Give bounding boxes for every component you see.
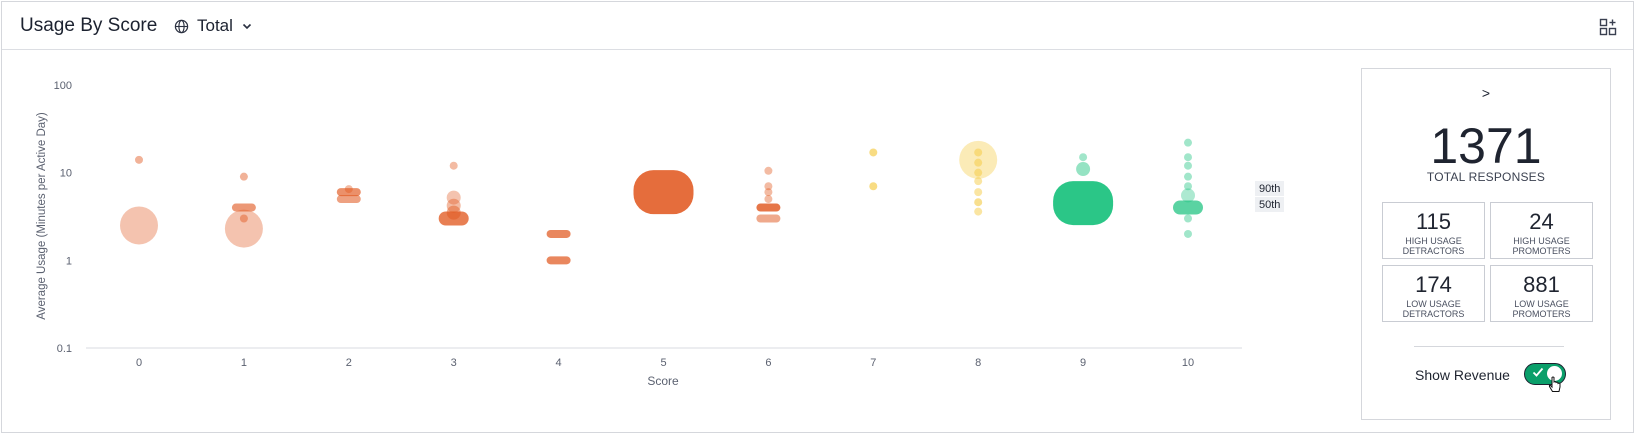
- data-bubble: [764, 182, 773, 191]
- show-revenue-toggle[interactable]: [1524, 363, 1566, 385]
- check-icon: [1532, 367, 1544, 377]
- data-bubble: [546, 256, 571, 265]
- x-tick-label: 0: [136, 357, 142, 369]
- data-bubble: [344, 185, 353, 194]
- x-tick-label: 3: [451, 357, 457, 369]
- expand-arrow[interactable]: >: [1481, 85, 1491, 101]
- data-bubble: [336, 188, 361, 197]
- data-bubble: [1184, 161, 1192, 170]
- show-revenue-label: Show Revenue: [1415, 367, 1510, 383]
- data-bubble: [974, 148, 983, 157]
- data-bubble: [869, 148, 878, 157]
- y-tick-label: 100: [54, 80, 72, 92]
- data-bubble: [1079, 153, 1088, 162]
- total-responses-value: 1371: [1430, 118, 1542, 174]
- stat-value: 174: [1415, 272, 1452, 297]
- toggle-knob: [1547, 366, 1562, 381]
- data-bubble: [974, 198, 983, 207]
- chart-area: 100 10 1 0.1 0 1 2 3 4 5 6 7 8 9 10 Score Average Usage …: [2, 50, 1302, 430]
- percentile-label-bg: [1255, 197, 1284, 212]
- summary-panel: > 1371 TOTAL RESPONSES 115 HIGH USAGE DE…: [1361, 68, 1611, 420]
- x-tick-label: 4: [556, 357, 562, 369]
- data-bubble: [974, 177, 983, 186]
- percentile-label-bg: [1255, 181, 1284, 196]
- data-bubble: [974, 188, 983, 197]
- data-bubble: [1076, 162, 1091, 177]
- stat-low-usage-detractors[interactable]: 174 LOW USAGE DETRACTORS: [1382, 265, 1485, 322]
- data-bubble: [633, 170, 694, 215]
- data-bubble: [438, 211, 469, 226]
- x-tick-label: 9: [1080, 357, 1086, 369]
- data-bubble: [446, 190, 461, 205]
- divider: [1414, 346, 1564, 347]
- data-bubble: [336, 195, 361, 204]
- x-tick-label: 7: [870, 357, 876, 369]
- data-bubble: [1053, 181, 1114, 226]
- y-tick-label: 1: [66, 255, 72, 267]
- data-bubble: [756, 214, 781, 223]
- data-bubble: [239, 172, 248, 181]
- data-bubble: [446, 205, 461, 220]
- total-responses-label: TOTAL RESPONSES: [1426, 170, 1546, 184]
- stat-high-usage-detractors[interactable]: 115 HIGH USAGE DETRACTORS: [1382, 202, 1485, 259]
- data-bubble: [231, 203, 256, 212]
- segment-selector[interactable]: Total: [174, 14, 253, 38]
- data-bubble: [1184, 153, 1192, 162]
- segment-selector-label: Total: [197, 16, 233, 35]
- data-bubble: [1184, 229, 1192, 238]
- data-bubble: [974, 207, 983, 216]
- data-bubble: [239, 214, 248, 223]
- data-bubble: [764, 166, 773, 175]
- stat-label: LOW USAGE PROMOTERS: [1512, 299, 1571, 319]
- x-axis-label: Score: [647, 374, 679, 388]
- x-tick-label: 8: [975, 357, 981, 369]
- stat-label: HIGH USAGE DETRACTORS: [1402, 236, 1465, 256]
- globe-icon: [174, 19, 189, 33]
- add-widget-icon[interactable]: [1599, 18, 1617, 36]
- data-bubble: [546, 229, 571, 238]
- data-bubble: [1184, 138, 1192, 147]
- data-bubble: [959, 140, 998, 179]
- pointer-cursor-icon: [1548, 376, 1561, 392]
- data-bubble: [974, 158, 983, 167]
- stat-label: LOW USAGE DETRACTORS: [1402, 299, 1465, 319]
- data-bubble: [135, 155, 143, 164]
- y-axis-label: Average Usage (Minutes per Active Day): [36, 112, 48, 320]
- data-bubble: [764, 195, 773, 204]
- x-tick-label: 1: [241, 357, 247, 369]
- stat-value: 881: [1523, 272, 1560, 297]
- x-tick-label: 5: [660, 357, 666, 369]
- data-bubble: [1173, 200, 1203, 215]
- stat-label: HIGH USAGE PROMOTERS: [1512, 236, 1571, 256]
- x-tick-label: 2: [346, 357, 352, 369]
- y-tick-label: 10: [60, 168, 72, 180]
- chevron-down-icon: [242, 23, 251, 30]
- data-bubble: [1184, 214, 1192, 223]
- y-tick-label: 0.1: [57, 343, 72, 355]
- data-bubble: [974, 168, 983, 177]
- data-bubble: [1184, 172, 1192, 181]
- percentile-label: 90th: [1259, 183, 1280, 195]
- x-tick-label: 6: [765, 357, 771, 369]
- data-bubble: [756, 203, 781, 212]
- data-bubble: [869, 182, 878, 191]
- stat-low-usage-promoters[interactable]: 881 LOW USAGE PROMOTERS: [1490, 265, 1593, 322]
- data-bubble: [1181, 188, 1195, 203]
- card-title: Usage By Score: [20, 15, 158, 36]
- percentile-label: 50th: [1259, 199, 1280, 211]
- data-bubble: [224, 209, 263, 248]
- card-header: Usage By Score Total: [2, 2, 1633, 50]
- usage-scatter-chart: 100 10 1 0.1 0 1 2 3 4 5 6 7 8 9 10 Score Average Usage …: [36, 80, 1284, 388]
- data-bubble: [1184, 182, 1192, 191]
- x-tick-label: 10: [1182, 357, 1194, 369]
- data-bubble: [764, 188, 773, 197]
- data-bubble: [449, 161, 458, 170]
- stat-value: 24: [1529, 209, 1554, 234]
- data-bubble: [446, 198, 461, 213]
- data-bubble: [120, 206, 158, 245]
- stat-high-usage-promoters[interactable]: 24 HIGH USAGE PROMOTERS: [1490, 202, 1593, 259]
- stat-value: 115: [1415, 209, 1452, 234]
